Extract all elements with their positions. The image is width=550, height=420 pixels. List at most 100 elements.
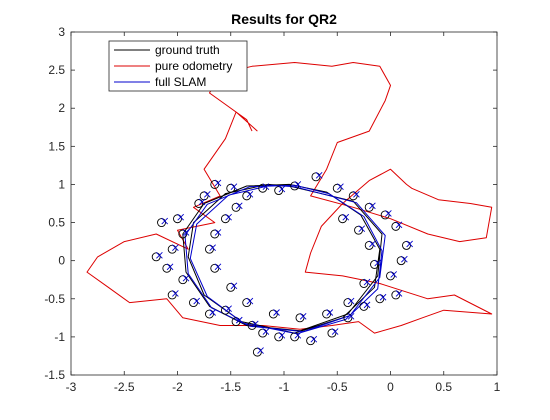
- y-tick-label: 1: [58, 177, 65, 191]
- landmark-slam-stroke: [246, 191, 254, 198]
- landmark-ground-truth-point: [258, 183, 268, 193]
- landmark-ground-truth-point: [226, 282, 236, 292]
- landmark-slam-stroke: [182, 274, 190, 282]
- landmark-slam-point: [257, 347, 264, 354]
- y-tick-label: 3: [58, 25, 65, 39]
- landmark-slam-stroke: [262, 183, 270, 191]
- landmark-slam-stroke: [347, 312, 355, 320]
- x-tick-label: -2: [172, 380, 183, 394]
- landmark-slam-point: [230, 282, 238, 290]
- landmark-ground-truth-point: [242, 191, 252, 201]
- x-tick-label: -3: [66, 380, 77, 394]
- landmark-ground-truth-point: [220, 305, 230, 315]
- landmark-slam-point: [246, 191, 254, 198]
- landmark-slam-point: [225, 305, 232, 313]
- landmark-slam-point: [230, 183, 238, 191]
- landmark-slam-point: [395, 290, 403, 297]
- landmark-slam-stroke: [315, 171, 323, 179]
- landmark-slam-stroke: [406, 240, 413, 248]
- landmark-slam-point: [182, 274, 190, 282]
- landmark-slam-point: [294, 332, 302, 339]
- landmark-slam-point: [166, 263, 174, 271]
- landmark-ground-truth-point: [242, 298, 252, 308]
- landmark-slam-point: [369, 202, 376, 210]
- landmark-ground-truth-point: [348, 191, 358, 201]
- landmark-ground-truth-point: [354, 225, 363, 235]
- landmark-ground-truth-point: [178, 275, 188, 285]
- landmark-slam-stroke: [182, 229, 190, 236]
- x-tick-label: 0.5: [435, 380, 452, 394]
- landmark-ground-truth-point: [375, 294, 385, 304]
- landmark-ground-truth-point: [178, 229, 188, 239]
- landmark-slam-point: [225, 213, 232, 221]
- landmark-slam-stroke: [358, 225, 366, 232]
- landmark-slam-stroke: [395, 290, 403, 297]
- y-tick-label: -1: [54, 330, 65, 344]
- landmark-slam-point: [214, 229, 222, 236]
- landmark-ground-truth-point: [226, 183, 236, 193]
- landmark-slam-point: [172, 244, 179, 252]
- landmark-ground-truth-point: [151, 252, 161, 262]
- landmark-slam-point: [273, 309, 280, 316]
- landmark-slam-stroke: [278, 332, 286, 339]
- landmark-ground-truth-point: [167, 244, 177, 254]
- landmark-slam-point: [395, 221, 403, 229]
- landmark-slam-point: [235, 202, 243, 210]
- landmark-slam-point: [182, 229, 190, 236]
- landmark-slam-stroke: [235, 316, 243, 324]
- landmark-slam-stroke: [209, 244, 216, 252]
- landmark-slam-point: [235, 316, 243, 324]
- y-tick-label: 2.5: [48, 63, 65, 77]
- landmark-slam-stroke: [294, 332, 302, 339]
- landmark-slam-stroke: [363, 301, 371, 309]
- x-tick-label: -2.5: [114, 380, 135, 394]
- landmark-slam-stroke: [337, 183, 344, 191]
- landmark-slam-stroke: [342, 213, 350, 221]
- landmark-ground-truth-point: [189, 298, 198, 308]
- landmark-slam-point: [278, 332, 286, 339]
- y-tick-label: -0.5: [44, 292, 65, 306]
- landmark-ground-truth-point: [364, 240, 374, 250]
- landmark-ground-truth-point: [162, 263, 172, 273]
- landmark-slam-stroke: [225, 305, 232, 313]
- landmark-layer: [151, 171, 413, 357]
- landmark-ground-truth-point: [173, 214, 182, 224]
- landmark-slam-stroke: [161, 217, 169, 225]
- plot-area: -3 -2.5 -2 -1.5 -1 -0.5 0 0.5 1 -1.5 -1 -0.5 0 0.5 1 1…: [44, 25, 500, 394]
- landmark-ground-truth-point: [290, 181, 300, 191]
- landmark-slam-point: [156, 252, 163, 259]
- landmark-ground-truth-point: [295, 313, 305, 323]
- x-axis: -3 -2.5 -2 -1.5 -1 -0.5 0 0.5 1: [66, 32, 501, 394]
- landmark-ground-truth-point: [268, 309, 278, 319]
- landmark-ground-truth-point: [338, 214, 348, 224]
- landmark-ground-truth-point: [396, 256, 406, 266]
- landmark-ground-truth-point: [290, 332, 300, 342]
- landmark-slam-point: [246, 297, 254, 305]
- legend: ground truth pure odometry full SLAM: [108, 40, 248, 92]
- landmark-slam-stroke: [204, 191, 211, 198]
- landmark-slam-point: [262, 328, 270, 335]
- legend-label-ground-truth: ground truth: [155, 43, 220, 57]
- landmark-ground-truth-point: [157, 218, 166, 228]
- landmark-slam-point: [406, 240, 413, 248]
- landmark-slam-stroke: [172, 290, 179, 297]
- landmark-slam-point: [369, 240, 376, 248]
- landmark-slam-stroke: [214, 179, 222, 187]
- landmark-slam-stroke: [379, 293, 387, 301]
- landmark-slam-stroke: [273, 309, 280, 316]
- landmark-slam-stroke: [347, 297, 355, 305]
- landmark-slam-point: [209, 309, 216, 316]
- landmark-slam-stroke: [385, 210, 392, 217]
- landmark-slam-stroke: [230, 282, 238, 290]
- chart-title: Results for QR2: [231, 11, 337, 27]
- landmark-slam-stroke: [214, 263, 222, 271]
- landmark-slam-point: [278, 185, 286, 193]
- landmark-slam-point: [214, 263, 222, 271]
- landmark-slam-point: [347, 297, 355, 305]
- x-tick-label: 1: [494, 380, 501, 394]
- landmark-slam-stroke: [363, 278, 371, 286]
- x-tick-label: 0: [387, 380, 394, 394]
- landmark-slam-point: [193, 297, 200, 305]
